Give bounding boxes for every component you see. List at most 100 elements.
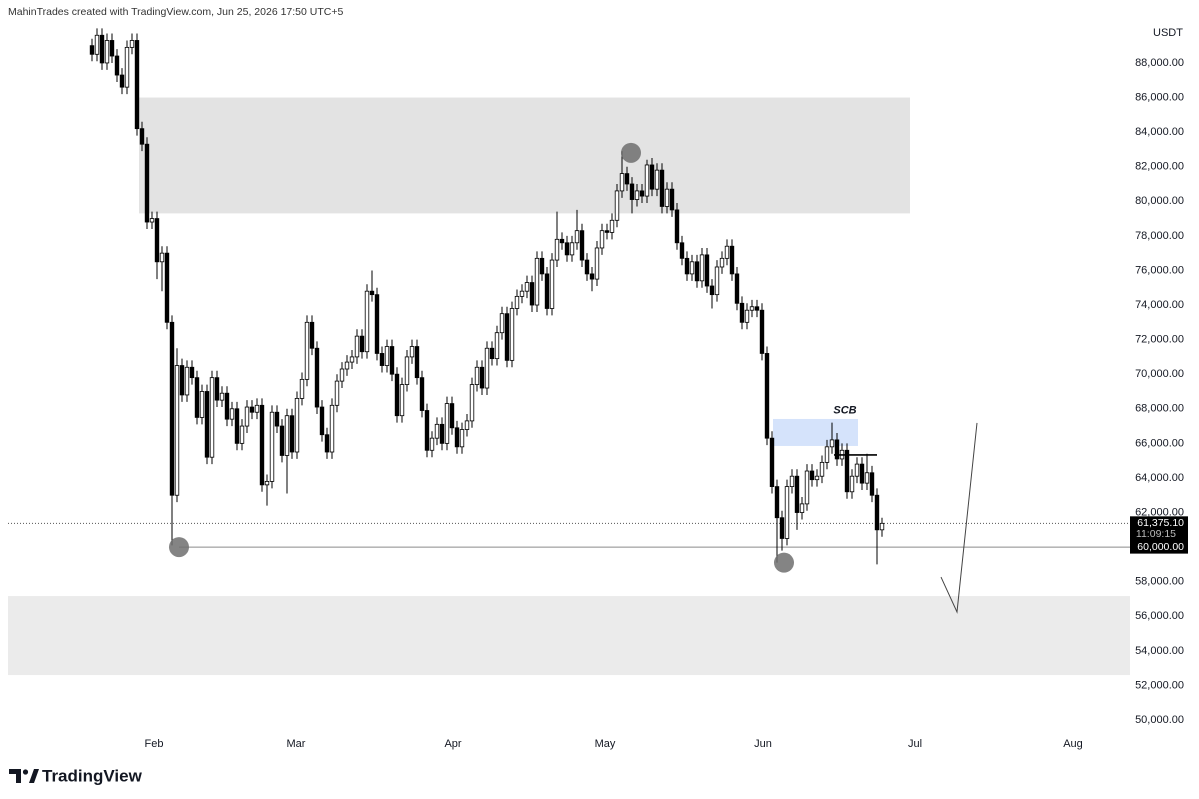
candle-body xyxy=(749,306,755,311)
candle-body xyxy=(319,406,325,436)
candle-body xyxy=(194,377,200,418)
candle-body xyxy=(684,257,690,275)
candle-body xyxy=(264,481,270,486)
candle-body xyxy=(629,183,635,200)
candle-body xyxy=(614,190,620,221)
y-tick-label: 82,000.00 xyxy=(1135,161,1184,173)
candle-body xyxy=(259,404,265,486)
candle-body xyxy=(879,522,885,531)
candle-body xyxy=(189,366,195,379)
candle-body xyxy=(154,218,160,263)
candle-body xyxy=(94,34,100,55)
candle-body xyxy=(624,173,630,185)
candle-body xyxy=(474,366,480,385)
header-text: MahinTrades created with TradingView.com… xyxy=(8,6,343,18)
candle-body xyxy=(239,425,245,444)
candle-body xyxy=(634,190,640,200)
candle-body xyxy=(714,266,720,296)
y-tick-label: 72,000.00 xyxy=(1135,334,1184,346)
candle-body xyxy=(409,346,415,358)
candle-body xyxy=(364,290,370,353)
candle-body xyxy=(229,408,235,420)
candle-body xyxy=(464,420,470,430)
candle-body xyxy=(404,356,410,385)
candle-body xyxy=(764,353,770,439)
y-tick-label: 64,000.00 xyxy=(1135,472,1184,484)
candle-body xyxy=(704,254,710,287)
candle-body xyxy=(504,313,510,361)
candle-body xyxy=(494,332,500,360)
candle-body xyxy=(414,346,420,379)
candle-body xyxy=(574,230,580,244)
y-tick-label: 58,000.00 xyxy=(1135,576,1184,588)
logo-text: TradingView xyxy=(42,766,143,785)
candle-body xyxy=(99,34,105,64)
candle-body xyxy=(254,404,260,413)
candle-body xyxy=(444,403,450,444)
candle-body xyxy=(249,406,255,413)
annotation: SCB xyxy=(833,404,856,416)
candle-body xyxy=(214,377,220,401)
axes: 50,000.00 52,000.00 54,000.00 56,000.00 58,0… xyxy=(145,57,1188,750)
candle-body xyxy=(314,347,320,408)
y-tick-label: 70,000.00 xyxy=(1135,368,1184,380)
candle-body xyxy=(289,415,295,453)
candle-body xyxy=(89,45,95,55)
candle-body xyxy=(724,245,730,259)
candle-body xyxy=(244,406,250,427)
candle-body xyxy=(334,380,340,406)
marker xyxy=(621,142,641,163)
candle-body xyxy=(164,252,170,323)
candle-body xyxy=(829,439,835,448)
candle-body xyxy=(234,408,240,444)
marker xyxy=(169,537,189,558)
candle-body xyxy=(459,429,465,448)
candle-body xyxy=(454,427,460,448)
candle-body xyxy=(399,384,405,417)
candle-body xyxy=(804,470,810,505)
candle-body xyxy=(324,434,330,453)
candle-body xyxy=(349,356,355,363)
candle-body xyxy=(179,365,185,396)
candle-body xyxy=(534,257,540,306)
candle-body xyxy=(204,391,210,458)
candle-body xyxy=(564,242,570,256)
candle-body xyxy=(819,461,825,477)
y-tick-label: 80,000.00 xyxy=(1135,195,1184,207)
candle-body xyxy=(769,437,775,487)
x-tick-label: Aug xyxy=(1063,738,1083,750)
y-tick-label: 56,000.00 xyxy=(1135,610,1184,622)
candle-body xyxy=(119,74,125,88)
candle-body xyxy=(284,415,290,456)
candle-body xyxy=(519,290,525,297)
candle-body xyxy=(694,261,700,282)
candle-body xyxy=(149,218,155,223)
zone xyxy=(8,596,1130,676)
candle-body xyxy=(294,398,300,453)
candle-body xyxy=(549,259,555,309)
candle-body xyxy=(589,273,595,280)
candle-body xyxy=(774,486,780,519)
candle-body xyxy=(859,463,865,484)
candle-body xyxy=(654,169,660,190)
candle-body xyxy=(584,259,590,275)
candle-body xyxy=(834,439,840,460)
candle-body xyxy=(299,378,305,399)
candle-body xyxy=(439,423,445,444)
candle-body xyxy=(169,321,175,496)
candle-body xyxy=(659,169,665,207)
candle-body xyxy=(374,294,380,354)
candle-body xyxy=(619,173,625,192)
candle-body xyxy=(389,346,395,375)
candle-body xyxy=(159,252,165,263)
marker xyxy=(774,552,794,573)
candle-body xyxy=(779,517,785,539)
candle-body xyxy=(114,55,120,76)
candle-body xyxy=(609,219,615,233)
candle-body xyxy=(604,230,610,233)
candle-body xyxy=(524,282,530,292)
x-tick-label: May xyxy=(595,738,616,750)
candle-body xyxy=(124,46,130,88)
y-tick-label: 66,000.00 xyxy=(1135,437,1184,449)
